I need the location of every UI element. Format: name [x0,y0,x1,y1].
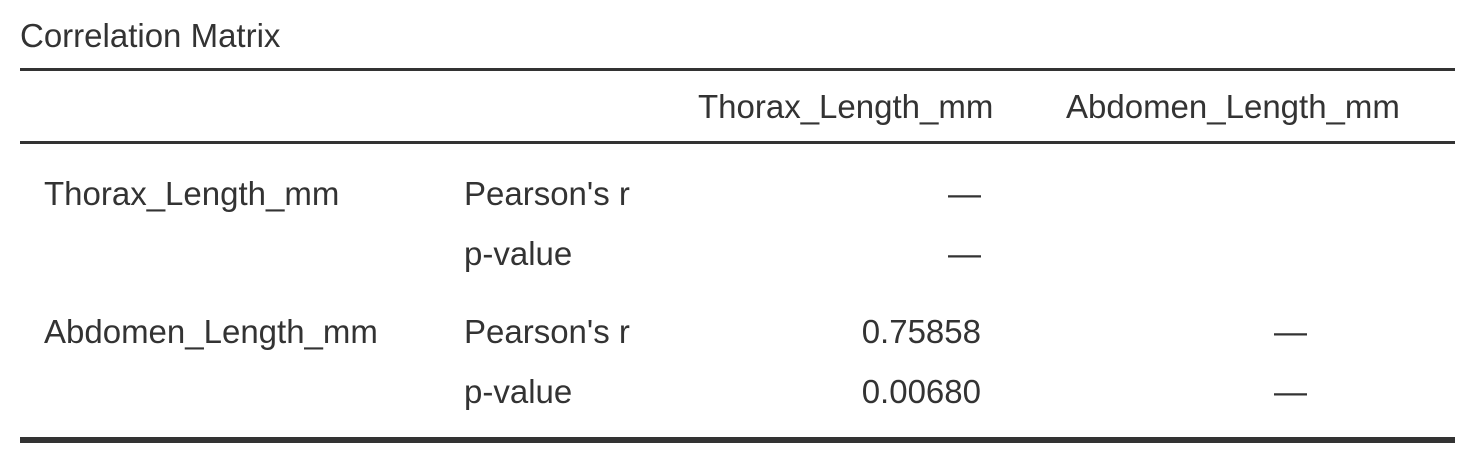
stat-label-p-value: p-value [464,235,573,272]
header-divider-rule [20,141,1455,144]
stat-label-p-value: p-value [464,373,573,410]
table-cell: 0.00680 [861,373,981,410]
stat-label-pearson-r: Pearson's r [464,175,630,212]
column-header-thorax: Thorax_Length_mm [698,88,994,125]
table-top-rule [20,68,1455,71]
table-cell: — [948,235,981,272]
column-header-abdomen: Abdomen_Length_mm [1066,88,1400,125]
table-cell: — [948,175,981,212]
row-label-thorax: Thorax_Length_mm [44,175,340,212]
table-title: Correlation Matrix [20,17,281,54]
stat-label-pearson-r: Pearson's r [464,313,630,350]
table-cell: — [1274,313,1307,350]
table-bottom-rule [20,437,1455,443]
row-label-abdomen: Abdomen_Length_mm [44,313,378,350]
table-cell: 0.75858 [861,313,981,350]
table-cell: — [1274,373,1307,410]
